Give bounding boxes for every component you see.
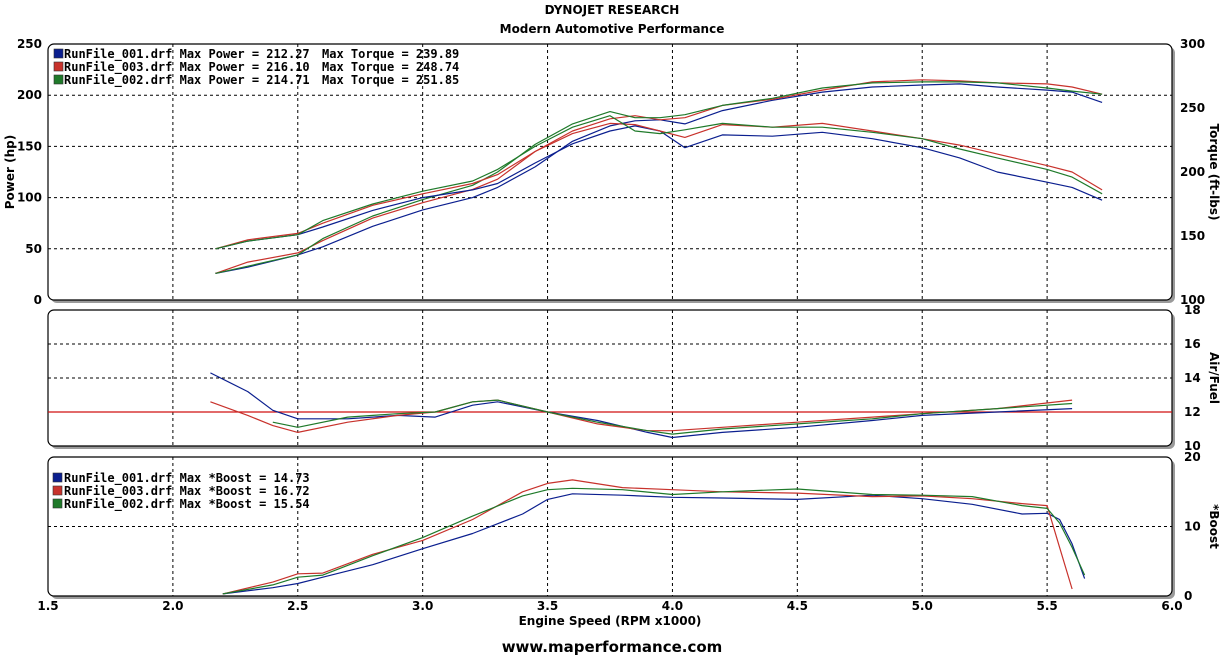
legend-torque-entry: Max Torque = 251.85: [322, 73, 459, 87]
afr-tick-label: 14: [1184, 371, 1201, 385]
power-tick-label: 150: [17, 139, 42, 153]
power-tick-label: 0: [34, 293, 42, 307]
boost-legend-swatch: [52, 472, 63, 483]
power-axis-label: Power (hp): [3, 135, 17, 209]
torque-tick-label: 100: [1180, 293, 1205, 307]
x-tick-label: 2.0: [162, 599, 183, 613]
torque-tick-label: 250: [1180, 101, 1205, 115]
boost-series-line: [222, 479, 1073, 595]
torque-series-line: [215, 125, 1103, 250]
afr-tick-label: 12: [1184, 405, 1201, 419]
torque-tick-label: 150: [1180, 229, 1205, 243]
power-tick-label: 250: [17, 37, 42, 51]
torque-tick-label: 200: [1180, 165, 1205, 179]
boost-legend-swatch: [52, 498, 63, 509]
torque-tick-label: 300: [1180, 37, 1205, 51]
x-tick-label: 4.5: [787, 599, 808, 613]
legend-power-entry: RunFile_002.drf Max Power = 214.71: [64, 73, 310, 88]
torque-series-line: [215, 122, 1103, 250]
x-tick-label: 3.0: [412, 599, 433, 613]
chart-header-shop: Modern Automotive Performance: [500, 22, 725, 36]
x-tick-label: 6.0: [1161, 599, 1182, 613]
power-series-line: [215, 83, 1103, 274]
legend-torque-entry: Max Torque = 248.74: [322, 60, 459, 74]
x-tick-label: 5.0: [912, 599, 933, 613]
x-tick-label: 1.5: [37, 599, 58, 613]
afr-series-line: [272, 399, 1073, 435]
torque-series-line: [215, 115, 1103, 250]
x-axis-label: Engine Speed (RPM x1000): [519, 614, 702, 628]
legend-swatch: [53, 74, 64, 85]
boost-legend-entry: RunFile_001.drf Max *Boost = 14.73: [64, 471, 310, 486]
afr-tick-label: 16: [1184, 337, 1201, 351]
boost-legend-entry: RunFile_003.drf Max *Boost = 16.72: [64, 484, 310, 499]
afr-tick-label: 18: [1184, 303, 1201, 317]
legend-power-entry: RunFile_003.drf Max Power = 216.10: [64, 60, 310, 75]
afr-tick-label: 10: [1184, 439, 1201, 453]
afr-axis-label: Air/Fuel: [1207, 352, 1221, 404]
boost-tick-label: 10: [1184, 520, 1201, 534]
footer-url: www.maperformance.com: [502, 638, 723, 655]
power-tick-label: 50: [25, 242, 42, 256]
legend-torque-entry: Max Torque = 239.89: [322, 47, 459, 61]
x-tick-label: 3.5: [537, 599, 558, 613]
boost-axis-label: *Boost: [1207, 504, 1221, 549]
boost-tick-label: 20: [1184, 450, 1201, 464]
x-tick-label: 4.0: [662, 599, 683, 613]
legend-power-entry: RunFile_001.drf Max Power = 212.27: [64, 47, 310, 62]
legend-swatch: [53, 48, 64, 59]
torque-axis-label: Torque (ft-lbs): [1207, 124, 1221, 221]
boost-series-line: [222, 493, 1086, 595]
power-series-line: [215, 81, 1103, 274]
boost-tick-label: 0: [1184, 589, 1192, 603]
power-tick-label: 200: [17, 88, 42, 102]
x-tick-label: 2.5: [287, 599, 308, 613]
boost-legend-swatch: [52, 485, 63, 496]
chart-header-company: DYNOJET RESEARCH: [545, 3, 680, 17]
x-tick-label: 5.5: [1036, 599, 1057, 613]
boost-legend-entry: RunFile_002.drf Max *Boost = 15.54: [64, 497, 310, 512]
legend-swatch: [53, 61, 64, 72]
boost-series-line: [222, 487, 1086, 595]
power-tick-label: 100: [17, 191, 42, 205]
